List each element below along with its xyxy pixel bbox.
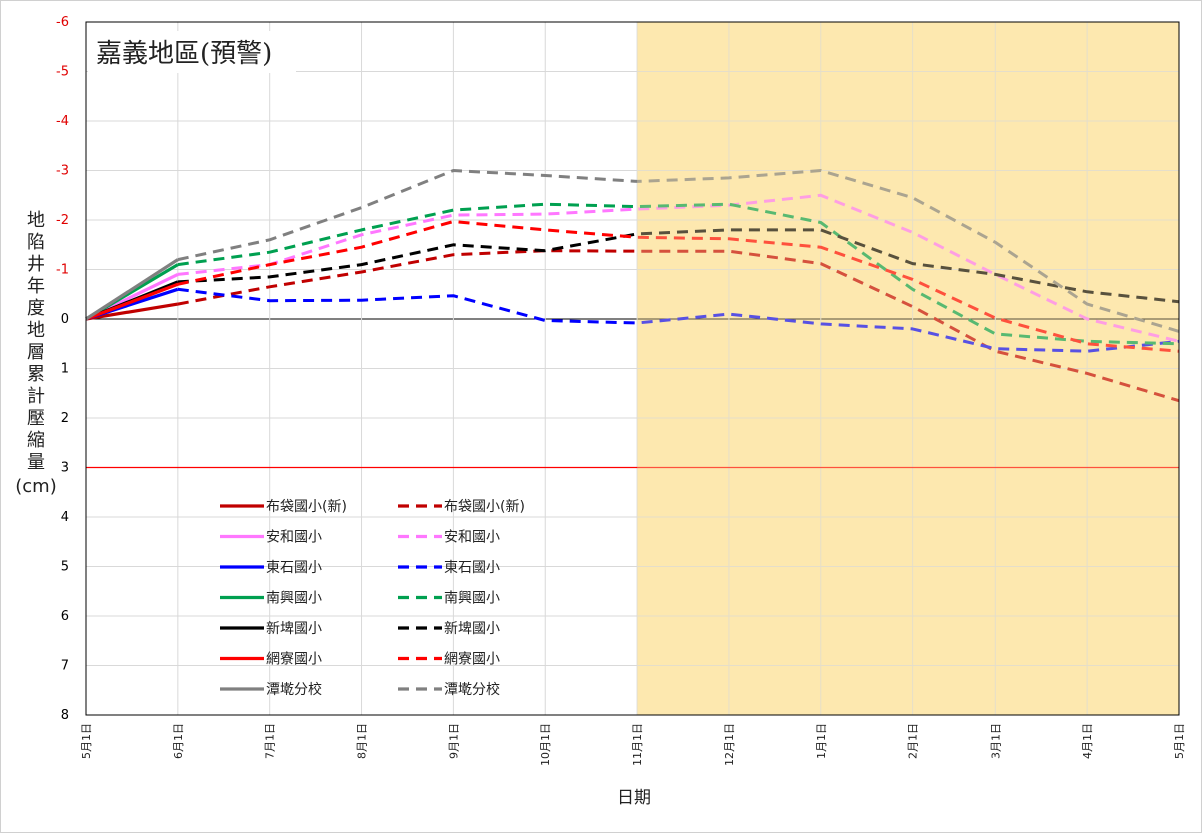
series-line-dashed-10: [177, 202, 1180, 346]
y-tick-label: -6: [56, 15, 69, 30]
x-tick-label: 3月1日: [989, 723, 1002, 759]
x-tick-label: 6月1日: [172, 723, 185, 759]
y-tick-label: 6: [61, 609, 69, 624]
legend-label: 安和國小: [266, 530, 322, 546]
y-tick-label: 2: [61, 411, 69, 426]
series-line-solid-5: [85, 282, 179, 321]
y-tick-label: -3: [56, 164, 69, 179]
series-line-dashed-12: [177, 220, 1180, 353]
legend-label: 潭墘分校: [266, 681, 322, 698]
legend-label: 潭墘分校: [444, 681, 500, 698]
y-tick-label: 5: [61, 560, 69, 575]
y-tick-label: 0: [61, 312, 69, 327]
series-line-dashed-7: [177, 249, 1180, 403]
series-line-solid-6: [85, 258, 179, 321]
series-line-dashed-11: [177, 228, 1180, 304]
legend-label: 南興國小: [266, 591, 322, 607]
x-tick-label: 5月1日: [1173, 723, 1186, 759]
x-tick-label: 10月1日: [539, 723, 552, 766]
y-tick-label: 4: [61, 510, 69, 525]
y-tick-label: -4: [56, 114, 69, 129]
legend-label: 網寮國小: [266, 651, 322, 668]
legend-label: 網寮國小: [444, 651, 500, 668]
x-tick-label: 9月1日: [447, 723, 460, 759]
series-line-dashed-9: [177, 287, 1180, 353]
chart-title: 嘉義地區(預警): [96, 39, 272, 69]
y-tick-label: 1: [61, 362, 69, 377]
legend-label: 布袋國小(新): [266, 499, 347, 515]
series-line-solid-0: [85, 302, 179, 321]
y-tick-label: 7: [61, 659, 69, 674]
x-tick-label: 4月1日: [1081, 723, 1094, 759]
forecast-overlay: [637, 22, 1179, 715]
legend-label: 南興國小: [444, 591, 500, 607]
y-tick-label: -1: [56, 263, 69, 278]
legend-label: 安和國小: [444, 530, 500, 546]
legend-label: 東石國小: [444, 560, 500, 576]
legend-label: 新埤國小: [266, 621, 322, 637]
legend-label: 布袋國小(新): [444, 499, 525, 515]
y-tick-label: 8: [61, 708, 69, 723]
series-line-dashed-8: [177, 193, 1180, 343]
legend-label: 新埤國小: [444, 621, 500, 637]
y-tick-label: 3: [61, 461, 69, 476]
title-box: [88, 31, 296, 73]
x-tick-label: 5月1日: [80, 723, 93, 759]
x-tick-label: 12月1日: [723, 723, 736, 766]
x-axis-label: 日期: [617, 788, 651, 808]
x-tick-label: 2月1日: [907, 723, 920, 759]
y-tick-label: -2: [56, 213, 69, 228]
x-tick-label: 7月1日: [264, 723, 277, 759]
x-tick-label: 8月1日: [356, 723, 369, 759]
plot-area-border: [85, 21, 1180, 716]
series-line-dashed-13: [177, 169, 1180, 333]
y-axis-label: 地陷井年度地層累計壓縮量(cm): [15, 210, 56, 497]
x-tick-label: 11月1日: [631, 723, 644, 766]
y-tick-label: -5: [56, 65, 69, 80]
legend-label: 東石國小: [266, 560, 322, 576]
x-tick-label: 1月1日: [815, 723, 828, 759]
